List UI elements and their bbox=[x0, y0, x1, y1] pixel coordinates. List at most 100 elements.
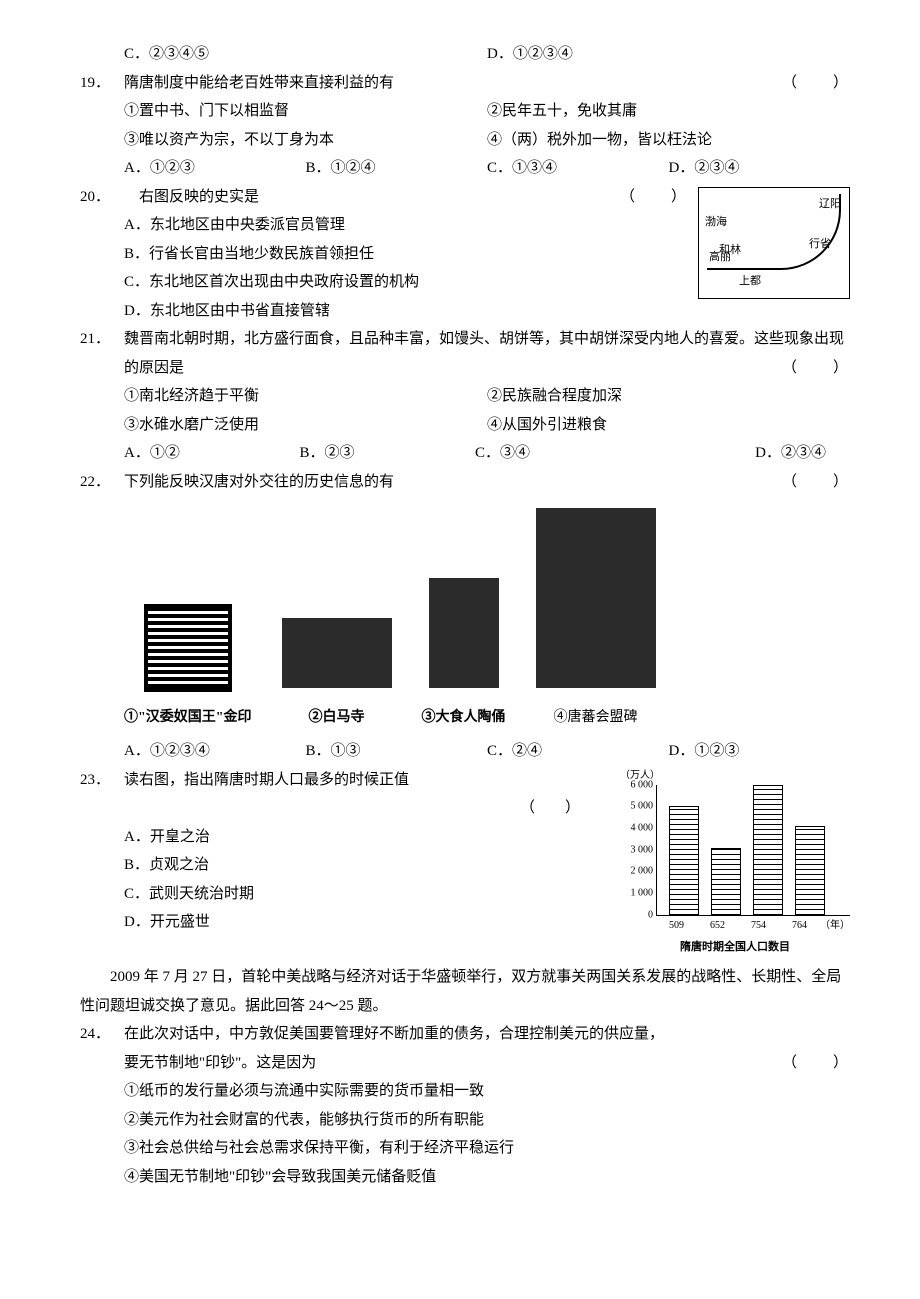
xlabel: 754 bbox=[738, 916, 779, 935]
map-lbl-liaoyang: 辽阳 bbox=[819, 194, 841, 215]
q22-paren: （ ） bbox=[782, 468, 850, 497]
q22-cap4: ④唐蕃会盟碑 bbox=[554, 710, 638, 725]
q19-s1: ①置中书、门下以相监督 bbox=[124, 97, 487, 126]
q23-paren: （ ） bbox=[520, 800, 580, 816]
q19-B: B．①②④ bbox=[306, 154, 488, 183]
q22-C: C．②④ bbox=[487, 737, 669, 766]
q21-B: B．②③ bbox=[300, 439, 476, 468]
q19-s3: ③唯以资产为宗，不以丁身为本 bbox=[124, 126, 487, 155]
q24-s4: ④美国无节制地"印钞"会导致我国美元储备贬值 bbox=[80, 1163, 850, 1192]
q19-D: D．②③④ bbox=[669, 154, 851, 183]
q20-paren: （ ） bbox=[620, 183, 688, 212]
q21-C: C．③④ bbox=[475, 439, 651, 468]
q20-map: 辽阳 行省 高丽 上都 渤海 和林 bbox=[698, 187, 850, 299]
q20-stem: 右图反映的史实是 bbox=[124, 189, 259, 205]
q21-D: D．②③④ bbox=[651, 439, 851, 468]
q22-cap2: ②白马寺 bbox=[309, 710, 365, 725]
q23: （万人） 6 0005 0004 0003 0002 0001 0000 509… bbox=[80, 766, 850, 964]
q19-s4: ④（两）税外加一物，皆以枉法论 bbox=[487, 126, 850, 155]
ytick: 6 000 bbox=[617, 775, 653, 794]
chart-bar bbox=[753, 785, 783, 915]
q23-stem: 读右图，指出隋唐时期人口最多的时候正值 bbox=[124, 772, 409, 788]
q22-B: B．①③ bbox=[306, 737, 488, 766]
q21-A: A．①② bbox=[124, 439, 300, 468]
q20-num: 20． bbox=[80, 183, 124, 212]
chart-ylabel: （万人） bbox=[620, 766, 850, 785]
q22-A: A．①②③④ bbox=[124, 737, 306, 766]
q22-img4: ④唐蕃会盟碑 bbox=[536, 508, 656, 731]
q24-stem2: 要无节制地"印钞"。这是因为 bbox=[124, 1055, 316, 1071]
chart-bar bbox=[795, 826, 825, 915]
chart-bar bbox=[669, 806, 699, 914]
q21-s4: ④从国外引进粮食 bbox=[487, 411, 850, 440]
q22-images: ①"汉委奴国王"金印 ②白马寺 ③大食人陶俑 ④唐蕃会盟碑 bbox=[80, 508, 850, 731]
ytick: 5 000 bbox=[617, 797, 653, 816]
map-lbl-xingsheng: 行省 bbox=[809, 234, 831, 255]
q24-s3: ③社会总供给与社会总需求保持平衡，有利于经济平稳运行 bbox=[80, 1134, 850, 1163]
q19-statements-row2: ③唯以资产为宗，不以丁身为本 ④（两）税外加一物，皆以枉法论 bbox=[80, 126, 850, 155]
q18-optC: C．②③④⑤ bbox=[124, 40, 487, 69]
q22-img1: ①"汉委奴国王"金印 bbox=[124, 604, 252, 731]
q22-options: A．①②③④ B．①③ C．②④ D．①②③ bbox=[80, 737, 850, 766]
q18-optD: D．①②③④ bbox=[487, 40, 850, 69]
ytick: 1 000 bbox=[617, 883, 653, 902]
q21-s3: ③水碓水磨广泛使用 bbox=[124, 411, 487, 440]
ytick: 4 000 bbox=[617, 818, 653, 837]
q21-num: 21． bbox=[80, 325, 124, 382]
xunit: （年） bbox=[820, 916, 850, 935]
q21-stem: 魏晋南北朝时期，北方盛行面食，且品种丰富，如馒头、胡饼等，其中胡饼深受内地人的喜… bbox=[124, 331, 844, 376]
q22-cap1: ①"汉委奴国王"金印 bbox=[124, 710, 252, 725]
chart-area: 6 0005 0004 0003 0002 0001 0000 bbox=[656, 785, 850, 916]
seal-icon bbox=[144, 604, 232, 692]
q21-options: A．①② B．②③ C．③④ D．②③④ bbox=[80, 439, 850, 468]
stele-image bbox=[536, 508, 656, 688]
q22-img3: ③大食人陶俑 bbox=[422, 578, 506, 731]
map-lbl-bohai: 渤海 bbox=[705, 212, 727, 233]
q24-stem: 在此次对话中，中方敦促美国要管理好不断加重的债务，合理控制美元的供应量， bbox=[124, 1026, 664, 1042]
ytick: 2 000 bbox=[617, 862, 653, 881]
ytick: 0 bbox=[617, 905, 653, 924]
q23-chart: （万人） 6 0005 0004 0003 0002 0001 0000 509… bbox=[620, 766, 850, 958]
map-lbl-shangdu: 上都 bbox=[739, 271, 761, 292]
q22-img2: ②白马寺 bbox=[282, 618, 392, 731]
q22-cap3: ③大食人陶俑 bbox=[422, 710, 506, 725]
q20-D: D．东北地区由中书省直接管辖 bbox=[80, 297, 850, 326]
q22-stem: 下列能反映汉唐对外交往的历史信息的有 bbox=[124, 474, 394, 490]
q21-s2: ②民族融合程度加深 bbox=[487, 382, 850, 411]
chart-bar bbox=[711, 848, 741, 915]
q19-num: 19． bbox=[80, 69, 124, 98]
q19-options: A．①②③ B．①②④ C．①③④ D．②③④ bbox=[80, 154, 850, 183]
q23-num: 23． bbox=[80, 766, 124, 795]
q22: 22． 下列能反映汉唐对外交往的历史信息的有 （ ） bbox=[80, 468, 850, 497]
q22-D: D．①②③ bbox=[669, 737, 851, 766]
xlabel: 652 bbox=[697, 916, 738, 935]
q24-s1: ①纸币的发行量必须与流通中实际需要的货币量相一致 bbox=[80, 1077, 850, 1106]
q21-statements-row2: ③水碓水磨广泛使用 ④从国外引进粮食 bbox=[80, 411, 850, 440]
chart-title: 隋唐时期全国人口数目 bbox=[620, 937, 850, 958]
q20: 辽阳 行省 高丽 上都 渤海 和林 20． 右图反映的史实是 （ ） A．东北地… bbox=[80, 183, 850, 326]
q19-stem: 隋唐制度中能给老百姓带来直接利益的有 bbox=[124, 75, 394, 91]
chart-xlabels: 509652754764（年） bbox=[656, 916, 850, 935]
q21: 21． 魏晋南北朝时期，北方盛行面食，且品种丰富，如馒头、胡饼等，其中胡饼深受内… bbox=[80, 325, 850, 382]
q19-A: A．①②③ bbox=[124, 154, 306, 183]
temple-image bbox=[282, 618, 392, 688]
q24-num: 24． bbox=[80, 1020, 124, 1049]
q19: 19． 隋唐制度中能给老百姓带来直接利益的有 （ ） bbox=[80, 69, 850, 98]
q19-paren: （ ） bbox=[782, 69, 850, 98]
q24: 24． 在此次对话中，中方敦促美国要管理好不断加重的债务，合理控制美元的供应量， bbox=[80, 1020, 850, 1049]
ytick: 3 000 bbox=[617, 840, 653, 859]
figurine-image bbox=[429, 578, 499, 688]
q24-s2: ②美元作为社会财富的代表，能够执行货币的所有职能 bbox=[80, 1106, 850, 1135]
q21-paren: （ ） bbox=[782, 354, 850, 383]
q22-num: 22． bbox=[80, 468, 124, 497]
xlabel: 764 bbox=[779, 916, 820, 935]
q19-s2: ②民年五十，免收其庸 bbox=[487, 97, 850, 126]
q21-statements-row1: ①南北经济趋于平衡 ②民族融合程度加深 bbox=[80, 382, 850, 411]
q24-paren: （ ） bbox=[782, 1049, 850, 1078]
q21-s1: ①南北经济趋于平衡 bbox=[124, 382, 487, 411]
q19-C: C．①③④ bbox=[487, 154, 669, 183]
q18-tail-options: C．②③④⑤ D．①②③④ bbox=[80, 40, 850, 69]
map-lbl-helin: 和林 bbox=[719, 240, 741, 261]
q19-statements-row1: ①置中书、门下以相监督 ②民年五十，免收其庸 bbox=[80, 97, 850, 126]
context-24-25: 2009 年 7 月 27 日，首轮中美战略与经济对话于华盛顿举行，双方就事关两… bbox=[80, 963, 850, 1020]
